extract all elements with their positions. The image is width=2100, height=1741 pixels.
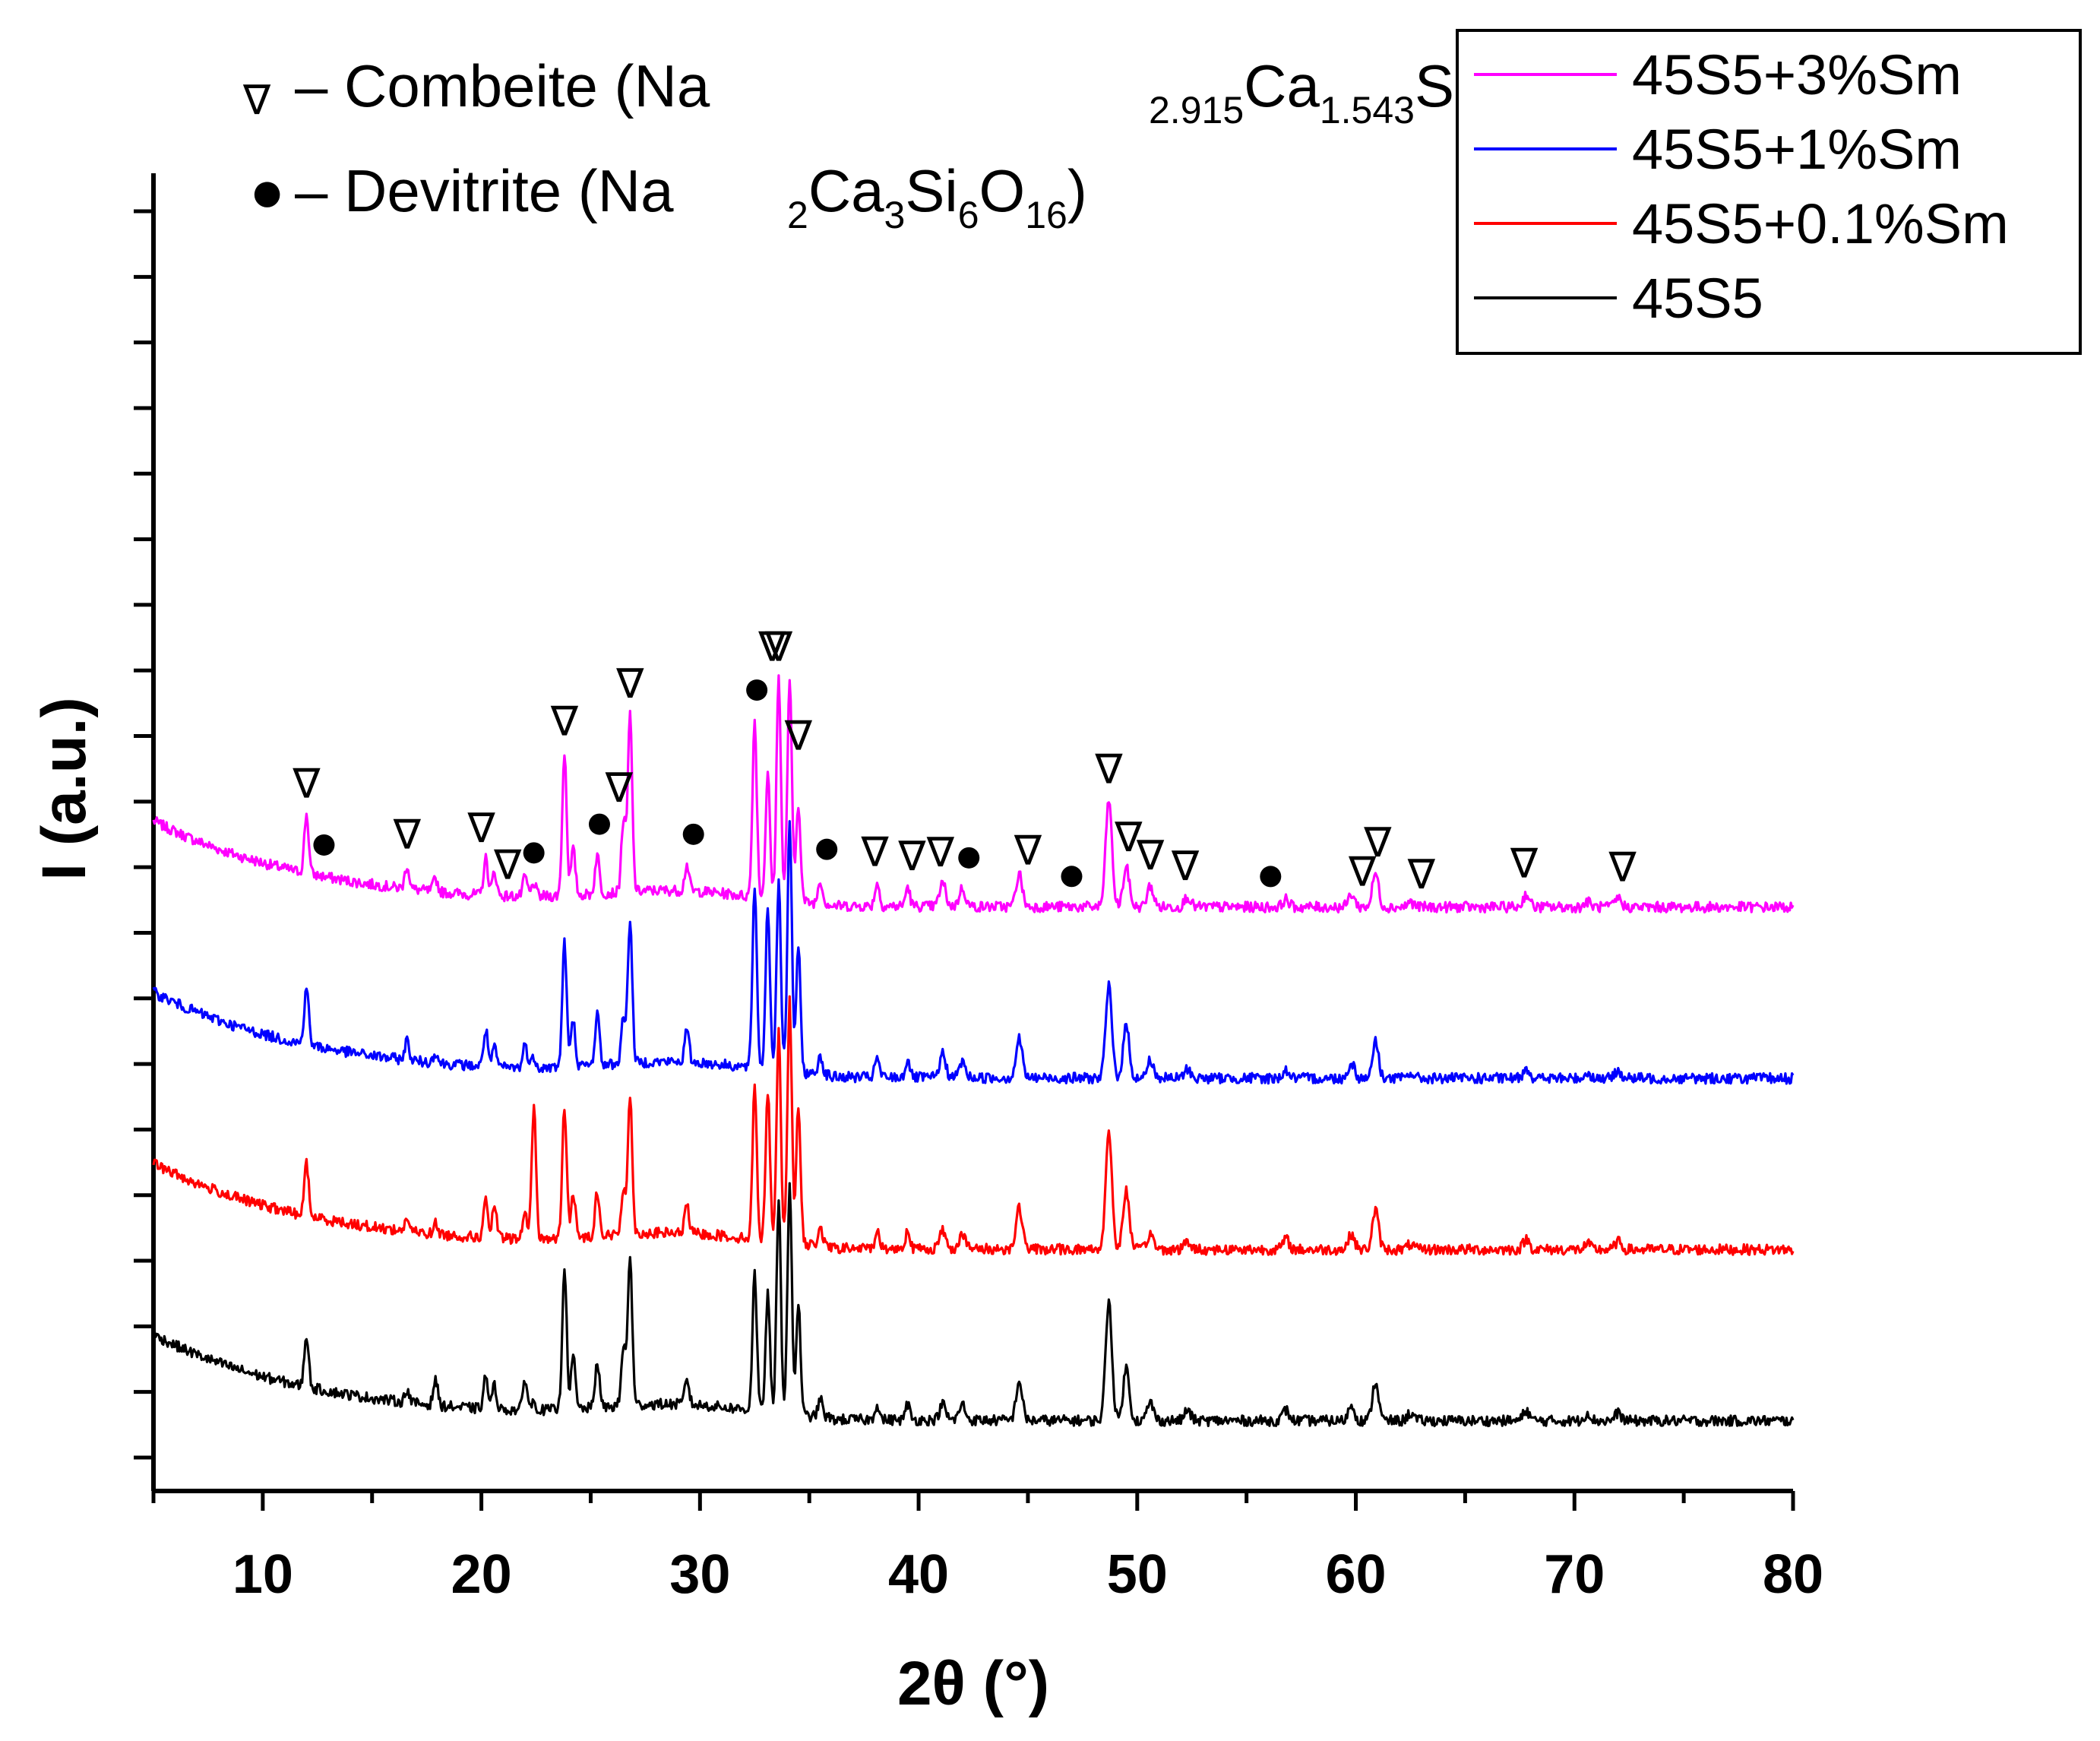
- x-tick-label-50: 50: [1107, 1544, 1168, 1605]
- combeite-marker: ∇: [605, 764, 634, 812]
- combeite-marker: ∇: [1094, 745, 1123, 793]
- legend-label-1: 45S5+1%Sm: [1632, 118, 1962, 181]
- x-tick-label-40: 40: [888, 1544, 949, 1605]
- combeite-marker: ∇: [493, 841, 522, 889]
- combeite-marker: ∇: [1136, 831, 1165, 879]
- devitrite-marker: [958, 847, 980, 869]
- marker-layer: ∇∇ ∇∇∇∇∇∇∇∇∇ ∇ ∇ ∇∇∇∇ ∇ ∇∇∇ ∇ ∇: [292, 622, 1637, 898]
- legend: 45S5+3%Sm 45S5+1%Sm 45S5+0.1%Sm 45S5: [1456, 29, 2082, 355]
- combeite-marker: ∇: [1407, 850, 1436, 898]
- combeite-marker: ∇: [550, 697, 579, 745]
- annotation-combeite: ∇ – Combeite (Na 2.915Ca1.543Si3O9): [242, 52, 1576, 131]
- devitrite-symbol: ●: [249, 157, 285, 224]
- combeite-marker: ∇: [1348, 847, 1377, 895]
- series-line-1: [152, 820, 1795, 1085]
- devitrite-formula-part-0: 2: [787, 194, 808, 236]
- series-layer: [152, 674, 1795, 1428]
- legend-label-0: 45S5+3%Sm: [1632, 43, 1962, 106]
- x-tick-label-80: 80: [1763, 1544, 1823, 1605]
- combeite-marker: ∇: [897, 832, 926, 880]
- combeite-symbol: ∇: [242, 76, 271, 124]
- y-axis-title: I (a.u.): [30, 697, 99, 880]
- x-tick-label-10: 10: [232, 1544, 293, 1605]
- axes: 10 20 30 40 50 60 70 80: [134, 173, 1823, 1605]
- combeite-marker: ∇: [860, 828, 889, 875]
- legend-box: [1456, 29, 2082, 355]
- x-tick-label-70: 70: [1544, 1544, 1605, 1605]
- devitrite-formula-part-5: O: [979, 157, 1026, 224]
- devitrite-marker: [313, 834, 335, 856]
- combeite-marker: ∇: [926, 828, 955, 876]
- combeite-marker: ∇: [764, 622, 793, 670]
- combeite-marker: ∇: [1171, 842, 1200, 890]
- devitrite-formula: 2Ca3Si6O16): [787, 157, 1087, 236]
- series-line-2: [152, 995, 1795, 1256]
- devitrite-label: – Devitrite (Na: [295, 157, 674, 224]
- devitrite-label-text: – Devitrite (Na: [295, 157, 674, 224]
- x-tick-label-30: 30: [669, 1544, 730, 1605]
- combeite-marker: ∇: [1363, 818, 1392, 866]
- annotation-devitrite: ● – Devitrite (Na 2Ca3Si6O16): [249, 157, 1087, 236]
- devitrite-formula-part-6: 16: [1025, 194, 1067, 236]
- combeite-marker: ∇: [757, 622, 786, 670]
- devitrite-formula-part-4: 6: [958, 194, 979, 236]
- x-axis-title: 2θ (°): [897, 1649, 1049, 1718]
- combeite-marker: ∇: [393, 811, 422, 859]
- combeite-formula-part-0: 2.915: [1149, 89, 1244, 131]
- devitrite-formula-part-1: Ca: [808, 157, 884, 224]
- devitrite-marker: [1260, 866, 1282, 888]
- x-tick-label-60: 60: [1325, 1544, 1386, 1605]
- devitrite-formula-part-7: ): [1067, 157, 1087, 224]
- devitrite-marker: [682, 823, 704, 845]
- devitrite-marker: [1061, 866, 1083, 888]
- devitrite-marker: [816, 838, 838, 860]
- combeite-marker: ∇: [467, 804, 496, 852]
- combeite-marker: ∇: [1014, 827, 1042, 875]
- combeite-formula-part-2: 1.543: [1320, 89, 1415, 131]
- combeite-marker: ∇: [292, 760, 321, 808]
- combeite-label-text: – Combeite (Na: [295, 52, 710, 119]
- devitrite-marker: [523, 842, 545, 864]
- combeite-label: – Combeite (Na: [295, 52, 710, 119]
- devitrite-marker: [588, 813, 610, 835]
- combeite-marker: ∇: [615, 660, 644, 707]
- devitrite-formula-part-3: Si: [905, 157, 957, 224]
- legend-label-2: 45S5+0.1%Sm: [1632, 192, 2009, 255]
- legend-label-3: 45S5: [1632, 267, 1763, 330]
- combeite-marker: ∇: [1114, 813, 1143, 861]
- combeite-marker: ∇: [1608, 844, 1637, 891]
- devitrite-marker: [746, 679, 768, 701]
- series-line-0: [152, 674, 1795, 914]
- devitrite-formula-part-2: 3: [884, 194, 906, 236]
- x-tick-label-20: 20: [451, 1544, 512, 1605]
- combeite-marker: ∇: [1510, 839, 1539, 887]
- combeite-marker: ∇: [784, 712, 813, 760]
- series-line-3: [152, 1182, 1795, 1428]
- combeite-formula-part-1: Ca: [1244, 52, 1320, 119]
